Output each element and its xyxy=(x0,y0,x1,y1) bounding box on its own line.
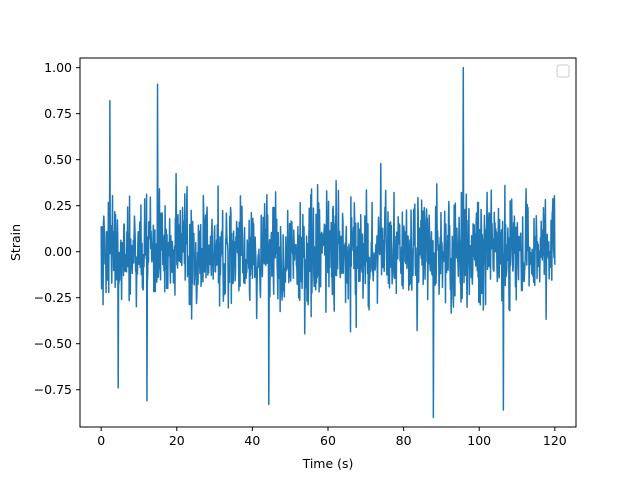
plot-area xyxy=(100,66,556,419)
x-tick-label: 100 xyxy=(467,433,491,448)
legend-box xyxy=(556,64,570,78)
y-tick-label: −0.50 xyxy=(34,336,72,351)
x-tick-label: 120 xyxy=(543,433,567,448)
x-tick-label: 0 xyxy=(97,433,105,448)
y-tick-label: 0.00 xyxy=(44,244,72,259)
y-tick-label: 1.00 xyxy=(44,60,72,75)
y-tick-label: 0.50 xyxy=(44,152,72,167)
y-tick-label: 0.75 xyxy=(44,106,72,121)
y-tick-label: −0.75 xyxy=(34,382,72,397)
y-axis-label: Strain xyxy=(8,224,23,261)
y-axis: −0.75 −0.50 −0.25 0.00 0.25 0.50 0.75 1.00 xyxy=(34,60,80,397)
y-tick-label: 0.25 xyxy=(44,198,72,213)
x-tick-label: 80 xyxy=(396,433,412,448)
strain-series-line xyxy=(100,66,556,419)
y-tick-label: −0.25 xyxy=(34,290,72,305)
x-axis: 0 20 40 60 80 100 120 xyxy=(97,427,567,448)
x-axis-label: Time (s) xyxy=(302,456,354,471)
x-tick-label: 40 xyxy=(244,433,260,448)
x-tick-label: 60 xyxy=(320,433,336,448)
x-tick-label: 20 xyxy=(169,433,185,448)
